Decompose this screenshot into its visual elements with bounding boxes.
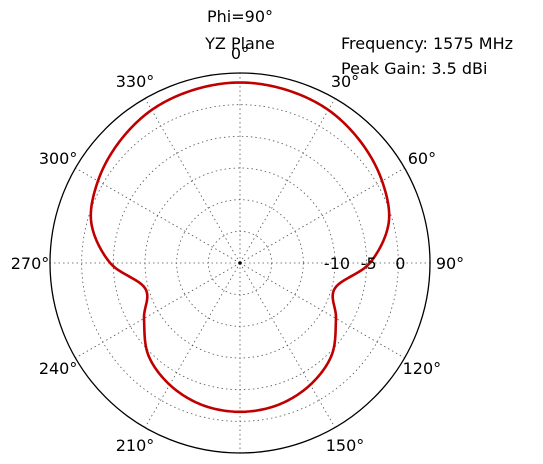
peak-gain-annotation: Peak Gain: 3.5 dBi	[341, 59, 487, 78]
angular-grid-line	[239, 262, 336, 428]
polar-grid	[50, 73, 430, 453]
outer-ring	[49, 72, 431, 454]
angle-tick-label: 270°	[11, 254, 50, 273]
angle-tick-label: 120°	[403, 359, 442, 378]
angular-grid-line	[75, 262, 241, 359]
radial-tick-label: 0	[395, 254, 405, 273]
angle-tick-label: 300°	[39, 149, 78, 168]
center-point	[238, 261, 242, 265]
angular-grid-line	[239, 262, 405, 359]
frequency-annotation: Frequency: 1575 MHz	[341, 34, 513, 53]
gain-pattern-line	[89, 81, 391, 414]
title-line-2: YZ Plane	[204, 34, 275, 53]
title-line-1: Phi=90°	[207, 7, 273, 26]
angle-tick-label: 0°	[231, 44, 249, 63]
radial-tick-labels: -10 -5 0	[324, 254, 405, 273]
angle-tick-label: 90°	[436, 254, 464, 273]
angular-grid-line	[239, 98, 336, 264]
angle-tick-label: 60°	[408, 149, 436, 168]
angular-grid-line	[75, 167, 241, 264]
angle-tick-label: 330°	[116, 72, 155, 91]
radial-tick-label: -10	[324, 254, 350, 273]
angular-grid-line	[144, 98, 241, 264]
pattern-series	[89, 81, 391, 414]
angle-tick-label: 30°	[331, 72, 359, 91]
angle-tick-label: 210°	[116, 436, 155, 455]
angle-tick-labels: 0°30°60°90°120°150°180°210°240°270°300°3…	[11, 44, 464, 455]
angle-tick-label: 240°	[39, 359, 78, 378]
angular-grid-line	[239, 167, 405, 264]
angle-tick-label: 150°	[326, 436, 365, 455]
radial-tick-label: -5	[361, 254, 377, 273]
angular-grid-line	[144, 262, 241, 428]
